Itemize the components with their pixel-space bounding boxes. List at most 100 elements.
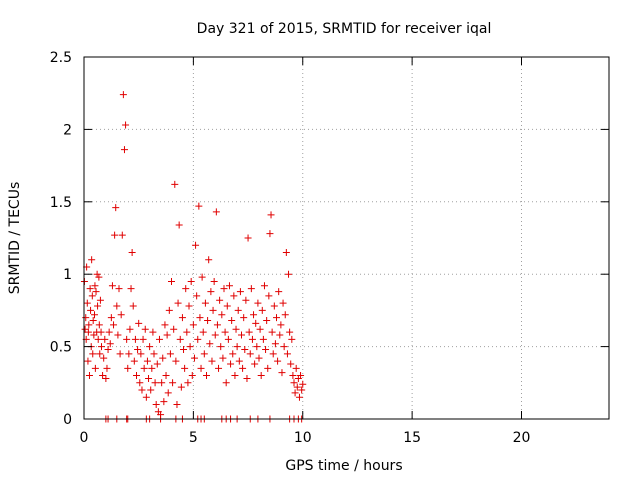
data-point [276,331,284,339]
data-point [201,299,209,307]
data-point [211,331,219,339]
data-point [280,343,288,351]
data-points [80,91,307,423]
data-point [172,357,180,365]
data-point [292,364,300,372]
data-point [233,343,241,351]
data-point [150,350,158,358]
data-point [88,292,96,300]
data-point [204,317,212,325]
data-point [195,202,203,210]
data-point [135,319,143,327]
data-point [159,354,167,362]
data-point [213,321,221,329]
data-point [84,357,92,365]
data-point [236,288,244,296]
data-point [279,299,287,307]
data-point [89,350,97,358]
data-point [178,314,186,322]
data-point [258,306,266,314]
data-point [245,328,253,336]
data-point [151,379,159,387]
y-tick-label: 1 [63,267,72,283]
data-point [124,364,132,372]
data-point [282,248,290,256]
data-point [104,345,112,353]
data-point [158,379,166,387]
data-point [88,256,96,264]
data-point [155,335,163,343]
data-point [102,374,110,382]
data-point [134,345,142,353]
data-point [234,306,242,314]
data-point [289,372,297,380]
data-point [200,350,208,358]
data-point [125,350,133,358]
data-point [108,282,116,290]
data-point [131,335,139,343]
data-point [235,357,243,365]
data-point [145,374,153,382]
y-tick-label: 2.5 [50,50,72,66]
data-point [105,328,113,336]
data-point [143,357,151,365]
data-point [298,386,306,394]
x-tick-label: 0 [80,430,89,446]
data-point [161,321,169,329]
data-point [137,350,145,358]
data-point [120,146,128,154]
data-point [110,321,118,329]
data-point [84,328,92,336]
data-point [286,328,294,336]
data-point [255,354,263,362]
axes: 0 0.5 1 1.5 2 2.5 0 5 10 15 20 [50,50,609,446]
data-point [85,321,93,329]
data-point [90,331,98,339]
data-point [229,350,237,358]
data-point [274,357,282,365]
data-point [260,282,268,290]
data-point [96,350,104,358]
data-point [212,208,220,216]
data-point [112,204,120,212]
data-point [133,372,140,380]
data-point [85,372,93,380]
data-point [199,328,207,336]
data-point [95,273,103,281]
data-point [89,317,97,325]
data-point [95,321,103,329]
data-point [165,306,173,314]
data-point [175,221,183,229]
y-axis-label: SRMTID / TECUs [7,182,23,295]
data-point [287,360,295,368]
data-point [117,311,125,319]
data-point [293,383,301,391]
data-point [173,401,181,409]
data-point [227,360,235,368]
x-axis-label: GPS time / hours [285,458,402,474]
data-point [140,364,148,372]
data-point [181,364,189,372]
data-point [91,282,99,290]
data-point [250,311,258,319]
data-point [166,350,174,358]
data-point [189,321,197,329]
data-point [190,354,198,362]
data-point [115,285,123,293]
data-point [271,340,279,348]
data-point [208,357,216,365]
data-point [100,354,108,362]
data-point [107,314,115,322]
plot-frame [83,56,610,420]
data-point [259,335,267,343]
data-point [257,372,265,380]
data-point [187,277,195,285]
data-point [240,314,248,322]
data-point [182,285,190,293]
data-point [241,345,249,353]
data-point [94,335,102,343]
data-point [196,314,204,322]
data-point [285,270,293,278]
data-point [218,311,226,319]
